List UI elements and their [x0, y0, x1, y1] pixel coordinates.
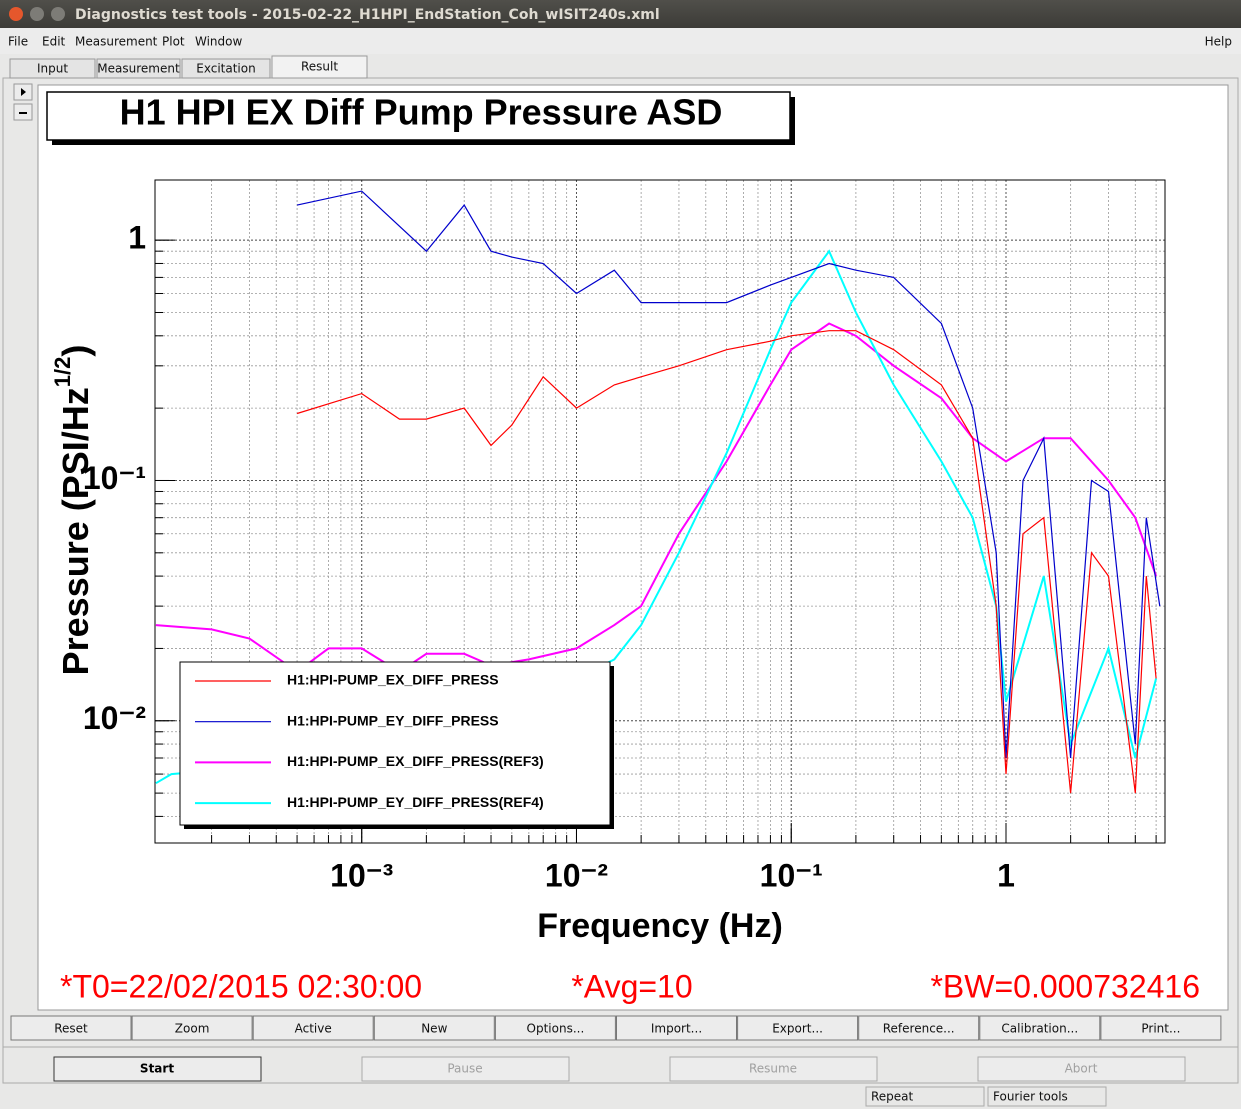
tab[interactable] [9, 58, 96, 79]
button-label[interactable]: Print... [1141, 1022, 1180, 1036]
status-text: Fourier tools [993, 1090, 1068, 1104]
x-tick-label: 1 [997, 857, 1015, 893]
button[interactable] [10, 1015, 132, 1041]
status-field [987, 1086, 1107, 1107]
y-tick-label: 10⁻¹ [83, 460, 146, 496]
chart-title: H1 HPI EX Diff Pump Pressure ASD [120, 92, 723, 133]
control-button [669, 1056, 878, 1082]
button[interactable] [131, 1015, 253, 1041]
button[interactable] [616, 1015, 737, 1041]
plot-frame [154, 179, 1166, 844]
button[interactable] [737, 1015, 859, 1041]
y-tick-label: 10⁻² [83, 700, 146, 736]
x-tick-label: 10⁻³ [330, 857, 393, 893]
status-text: Repeat [871, 1090, 914, 1104]
button-label[interactable]: New [421, 1022, 447, 1036]
y-axis-label-text: ) [55, 345, 96, 357]
button[interactable] [1100, 1015, 1222, 1041]
control-label[interactable]: Start [140, 1062, 174, 1076]
button[interactable] [858, 1015, 980, 1041]
title-box [46, 91, 791, 141]
minimize-button[interactable] [30, 7, 44, 21]
button-label[interactable]: Import... [651, 1022, 702, 1036]
button-label[interactable]: Options... [527, 1022, 585, 1036]
control-button[interactable] [53, 1056, 262, 1082]
tab-label[interactable]: Input [37, 62, 68, 76]
series-line [155, 322, 1158, 673]
button[interactable] [494, 1015, 616, 1041]
legend-label: H1:HPI-PUMP_EY_DIFF_PRESS(REF4) [287, 794, 544, 810]
y-axis-label-sup: 1/2 [50, 357, 75, 388]
menu-item[interactable]: Plot [162, 35, 185, 49]
legend [179, 661, 611, 826]
series-line [296, 190, 1161, 759]
button[interactable] [979, 1015, 1101, 1041]
series-line [296, 330, 1157, 794]
tab[interactable] [96, 58, 181, 79]
tab-label[interactable]: Result [301, 60, 338, 74]
x-tick-label: 10⁻² [545, 857, 608, 893]
status-field [865, 1086, 985, 1107]
y-axis-label: Pressure (PSI/Hz1/2) [50, 345, 96, 676]
x-axis-label: Frequency (Hz) [537, 907, 783, 945]
window-title: Diagnostics test tools - 2015-02-22_H1HP… [75, 7, 660, 23]
control-label: Abort [1065, 1062, 1098, 1076]
menu-bar [0, 28, 1241, 54]
legend-label: H1:HPI-PUMP_EX_DIFF_PRESS(REF3) [287, 753, 544, 769]
button-label[interactable]: Active [295, 1022, 332, 1036]
control-button [977, 1056, 1186, 1082]
annotation: *Avg=10 [571, 968, 692, 1004]
menu-item[interactable]: Window [195, 35, 243, 49]
title-bar [0, 0, 1241, 28]
annotation: *BW=0.000732416 [930, 968, 1200, 1004]
control-label: Pause [447, 1062, 482, 1076]
close-button[interactable] [9, 7, 23, 21]
tab-label[interactable]: Excitation [196, 62, 255, 76]
control-label: Resume [749, 1062, 797, 1076]
button-label[interactable]: Reset [54, 1022, 88, 1036]
menu-item[interactable]: File [8, 35, 28, 49]
button-label[interactable]: Export... [772, 1022, 823, 1036]
tab-label[interactable]: Measurement [97, 62, 180, 76]
maximize-button[interactable] [51, 7, 65, 21]
y-tick-label: 1 [128, 220, 146, 256]
button-label[interactable]: Zoom [175, 1022, 210, 1036]
legend-label: H1:HPI-PUMP_EY_DIFF_PRESS [287, 712, 499, 728]
annotation: *T0=22/02/2015 02:30:00 [60, 968, 422, 1004]
x-tick-label: 10⁻¹ [760, 857, 823, 893]
menu-item[interactable]: Measurement [75, 35, 158, 49]
button-label[interactable]: Calibration... [1001, 1022, 1078, 1036]
tab[interactable] [181, 58, 271, 79]
control-button [361, 1056, 570, 1082]
button[interactable] [252, 1015, 374, 1041]
menu-item[interactable]: Edit [42, 35, 66, 49]
button[interactable] [373, 1015, 495, 1041]
button-label[interactable]: Reference... [883, 1022, 955, 1036]
tab[interactable] [271, 55, 368, 79]
menu-item[interactable]: Help [1205, 35, 1232, 49]
y-axis-label-text: Pressure (PSI/Hz [55, 387, 96, 675]
legend-label: H1:HPI-PUMP_EX_DIFF_PRESS [287, 672, 499, 688]
